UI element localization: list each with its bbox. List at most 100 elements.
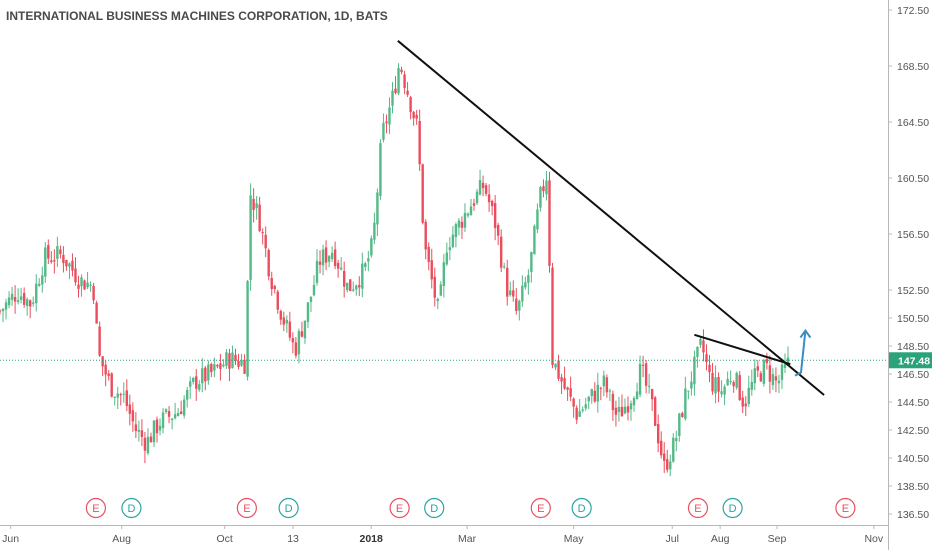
candle — [355, 284, 358, 296]
dividend-marker[interactable]: D — [424, 497, 445, 519]
candle-body — [288, 321, 292, 338]
candle — [765, 352, 769, 370]
event-label: D — [430, 503, 438, 515]
dividend-marker[interactable]: D — [121, 497, 142, 519]
candle-body — [361, 263, 364, 289]
event-circle — [571, 497, 592, 519]
candle-body — [557, 360, 560, 379]
candle — [780, 358, 784, 389]
y-tick-label: 136.50 — [897, 509, 929, 521]
candle — [493, 195, 497, 241]
event-label: E — [92, 503, 99, 515]
candle — [635, 382, 639, 400]
y-tick-label: 168.50 — [897, 61, 929, 73]
trendline-short-downtrend[interactable] — [694, 333, 791, 366]
candle — [702, 329, 705, 362]
candle — [312, 275, 316, 297]
candle — [216, 363, 219, 369]
dividend-marker[interactable]: D — [571, 497, 592, 519]
candle-body — [355, 285, 358, 290]
candle — [656, 414, 660, 453]
candle-body — [641, 364, 645, 366]
candle — [282, 311, 286, 332]
candle — [370, 235, 373, 258]
dividend-marker[interactable]: D — [722, 497, 743, 519]
earnings-marker[interactable]: E — [236, 497, 257, 519]
earnings-marker[interactable]: E — [389, 497, 410, 519]
candle-body — [623, 406, 627, 414]
candle — [539, 185, 542, 212]
candle-body — [358, 285, 361, 288]
candle-body — [521, 285, 524, 302]
candle — [563, 366, 566, 391]
price-tag-label: 147.48 — [898, 355, 930, 367]
candle — [684, 376, 687, 421]
candle — [445, 242, 449, 266]
candle — [469, 198, 473, 216]
candle-body — [219, 363, 222, 369]
arrow-shaft — [794, 330, 807, 377]
earnings-marker[interactable]: E — [687, 497, 709, 519]
candle-body — [210, 364, 213, 373]
x-tick-label: Sep — [768, 533, 787, 545]
candle — [258, 196, 261, 232]
event-label: E — [537, 503, 544, 515]
candle-body — [732, 382, 735, 387]
earnings-marker[interactable]: E — [530, 497, 551, 519]
candle-body — [569, 388, 572, 397]
candle-body — [484, 185, 488, 194]
candle — [536, 203, 539, 233]
candle-body — [382, 122, 385, 140]
candle — [185, 387, 189, 408]
candle — [388, 97, 391, 134]
candle — [204, 366, 207, 391]
candle — [164, 408, 168, 415]
candle-body — [777, 380, 781, 384]
candle — [237, 353, 240, 370]
candle — [0, 309, 2, 315]
trendline-long-downtrend[interactable] — [397, 40, 825, 396]
candle-body — [107, 373, 110, 377]
candle-body — [702, 340, 705, 353]
price-axis[interactable]: 172.50 168.50 164.50 160.50 156.50 152.50 150.… — [888, 5, 929, 521]
candle — [385, 114, 388, 134]
candle — [756, 360, 760, 378]
earnings-marker[interactable]: E — [835, 497, 856, 519]
candle-body — [167, 411, 171, 417]
candle — [729, 370, 732, 385]
candle-body — [699, 338, 702, 345]
candle — [669, 454, 672, 477]
dividend-marker[interactable]: D — [278, 497, 299, 519]
candle-body — [131, 410, 135, 422]
candle — [309, 296, 313, 312]
candle — [161, 408, 165, 434]
candle — [35, 274, 38, 312]
candle-body — [379, 143, 382, 196]
candle-body — [539, 187, 542, 208]
candle-body — [696, 346, 699, 357]
candle — [557, 354, 560, 382]
candle — [660, 431, 663, 459]
earnings-marker[interactable]: E — [85, 497, 107, 519]
candle-body — [1, 308, 5, 312]
event-label: E — [694, 503, 701, 515]
time-axis[interactable]: Jun Aug Oct 13 2018 Mar May Jul Aug Sep Nov — [2, 525, 884, 545]
candle — [367, 250, 370, 272]
candle-body — [282, 317, 286, 325]
candle — [140, 419, 144, 447]
candle-body — [327, 256, 331, 262]
candle — [484, 183, 488, 197]
candle-body — [71, 260, 74, 271]
candle — [599, 386, 603, 401]
candle-body — [433, 276, 436, 298]
candle — [240, 353, 243, 367]
event-circle — [85, 497, 107, 519]
candle — [750, 369, 753, 396]
candle-body — [119, 394, 122, 396]
candle-body — [711, 373, 714, 392]
candle — [735, 371, 738, 390]
candle — [170, 417, 174, 430]
candle-body — [635, 391, 639, 400]
projection-arrow[interactable] — [794, 328, 812, 377]
